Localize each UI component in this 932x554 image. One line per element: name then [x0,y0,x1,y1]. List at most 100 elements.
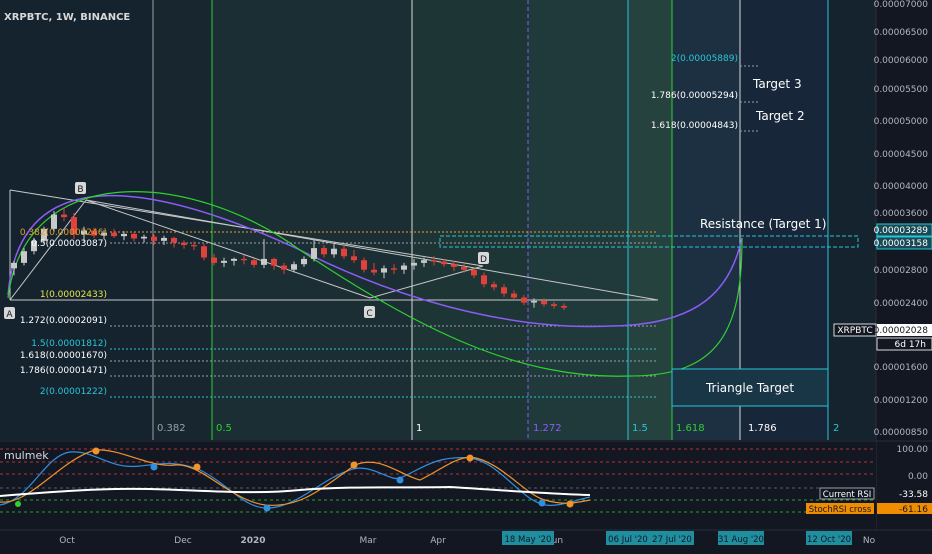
candle-body[interactable] [401,265,407,270]
time-axis-labels: Oct Dec 2020 Mar Apr Jun No [59,536,875,546]
stochrsi-cross-value-box [877,503,932,514]
candle-body[interactable] [161,237,167,241]
cross-marker [15,501,21,507]
candle-body[interactable] [231,258,237,261]
candle-body[interactable] [441,261,447,265]
candle-body[interactable] [541,300,547,305]
candle-body[interactable] [21,251,27,263]
candle-body[interactable] [371,269,377,273]
candle-body[interactable] [411,262,417,266]
candle-body[interactable] [381,268,387,273]
candle-body[interactable] [191,245,197,247]
candle-body[interactable] [211,257,217,263]
candle-body[interactable] [221,260,227,263]
candle-body[interactable] [291,264,297,270]
annotation-target-2: Target 2 [755,109,805,123]
osc-scale-0: 0.00 [908,472,928,482]
candle-body[interactable] [151,236,157,241]
candle-body[interactable] [81,230,87,235]
price-axis[interactable] [876,0,932,530]
fib-time-labels: 0.382 0.5 1 1.272 1.5 1.618 1.786 2 [157,423,839,434]
candle-body[interactable] [421,260,427,263]
candle-body[interactable] [61,214,67,218]
candles-group [11,207,567,311]
candle-body[interactable] [361,260,367,270]
candle-body[interactable] [181,242,187,246]
candle-body[interactable] [511,293,517,298]
indicator-name: mulmek [4,449,49,462]
last-price-tag [877,324,932,336]
time-tick: Jun [548,536,563,546]
green-arc [7,191,743,377]
arc-curves [7,191,743,377]
candle-body[interactable] [121,233,127,237]
fib-label-2: 2(0.00001222) [40,387,107,397]
fib-time-lines [152,0,829,440]
triangle-target-box[interactable] [671,368,829,407]
candle-body[interactable] [391,268,397,270]
candle-body[interactable] [111,232,117,237]
candle-body[interactable] [471,269,477,276]
oscillator-guides [0,448,876,513]
last-price-value: 0.00002028 [874,326,929,336]
candle-body[interactable] [51,214,57,229]
candle-body[interactable] [241,258,247,261]
oscillator-pane [0,442,876,530]
candle-body[interactable] [41,228,47,241]
date-marker: 18 May '20 [505,535,552,545]
candle-body[interactable] [251,260,257,265]
candle-body[interactable] [201,246,207,258]
price-tick: 0.00007000 [874,0,929,10]
fib-time-label-05: 0.5 [216,423,232,434]
candle-body[interactable] [271,258,277,266]
candle-body[interactable] [461,266,467,270]
fib-time-label-15: 1.5 [632,423,648,434]
candle-body[interactable] [171,237,177,243]
resistance-zone[interactable] [439,235,859,248]
fib-label-1618: 1.618(0.00001670) [20,351,107,361]
candle-body[interactable] [561,305,567,308]
point-d-label: D [480,255,487,265]
date-tag-bg [806,531,852,545]
candle-body[interactable] [531,300,537,303]
cross-marker [350,461,358,469]
candle-body[interactable] [481,275,487,285]
candle-body[interactable] [261,258,267,265]
candle-body[interactable] [11,262,17,269]
candle-body[interactable] [101,232,107,236]
price-tag-resistance-high-text: 0.00003289 [874,226,929,236]
price-tick: 0.00003600 [874,209,929,219]
candle-body[interactable] [71,217,77,235]
price-tick: 0.00004500 [874,150,929,160]
candle-body[interactable] [431,260,437,262]
candle-body[interactable] [501,287,507,294]
annotation-target-3: Target 3 [752,77,802,91]
candle-body[interactable] [521,297,527,303]
price-tag-resistance-high [876,223,932,237]
candle-body[interactable] [491,284,497,288]
point-c-label: C [366,309,372,319]
time-axis[interactable] [0,530,932,550]
candle-body[interactable] [321,248,327,255]
candle-body[interactable] [91,230,97,236]
candle-body[interactable] [451,264,457,267]
candle-body[interactable] [281,265,287,270]
candle-body[interactable] [331,248,337,255]
stochrsi-cross-label-box [806,503,874,514]
candle-body[interactable] [341,248,347,257]
candle-body[interactable] [141,236,147,239]
cross-marker [92,447,100,455]
candle-body[interactable] [131,233,137,239]
candle-body[interactable] [311,248,317,259]
cross-marker [150,463,158,471]
candle-body[interactable] [351,256,357,261]
candle-body[interactable] [301,258,307,265]
candle-body[interactable] [551,304,557,306]
candle-body[interactable] [31,240,37,252]
point-a-badge [4,307,15,319]
fib-time-label-2: 2 [833,423,839,434]
triangle-apex-line [85,199,659,301]
cross-marker [263,504,271,512]
